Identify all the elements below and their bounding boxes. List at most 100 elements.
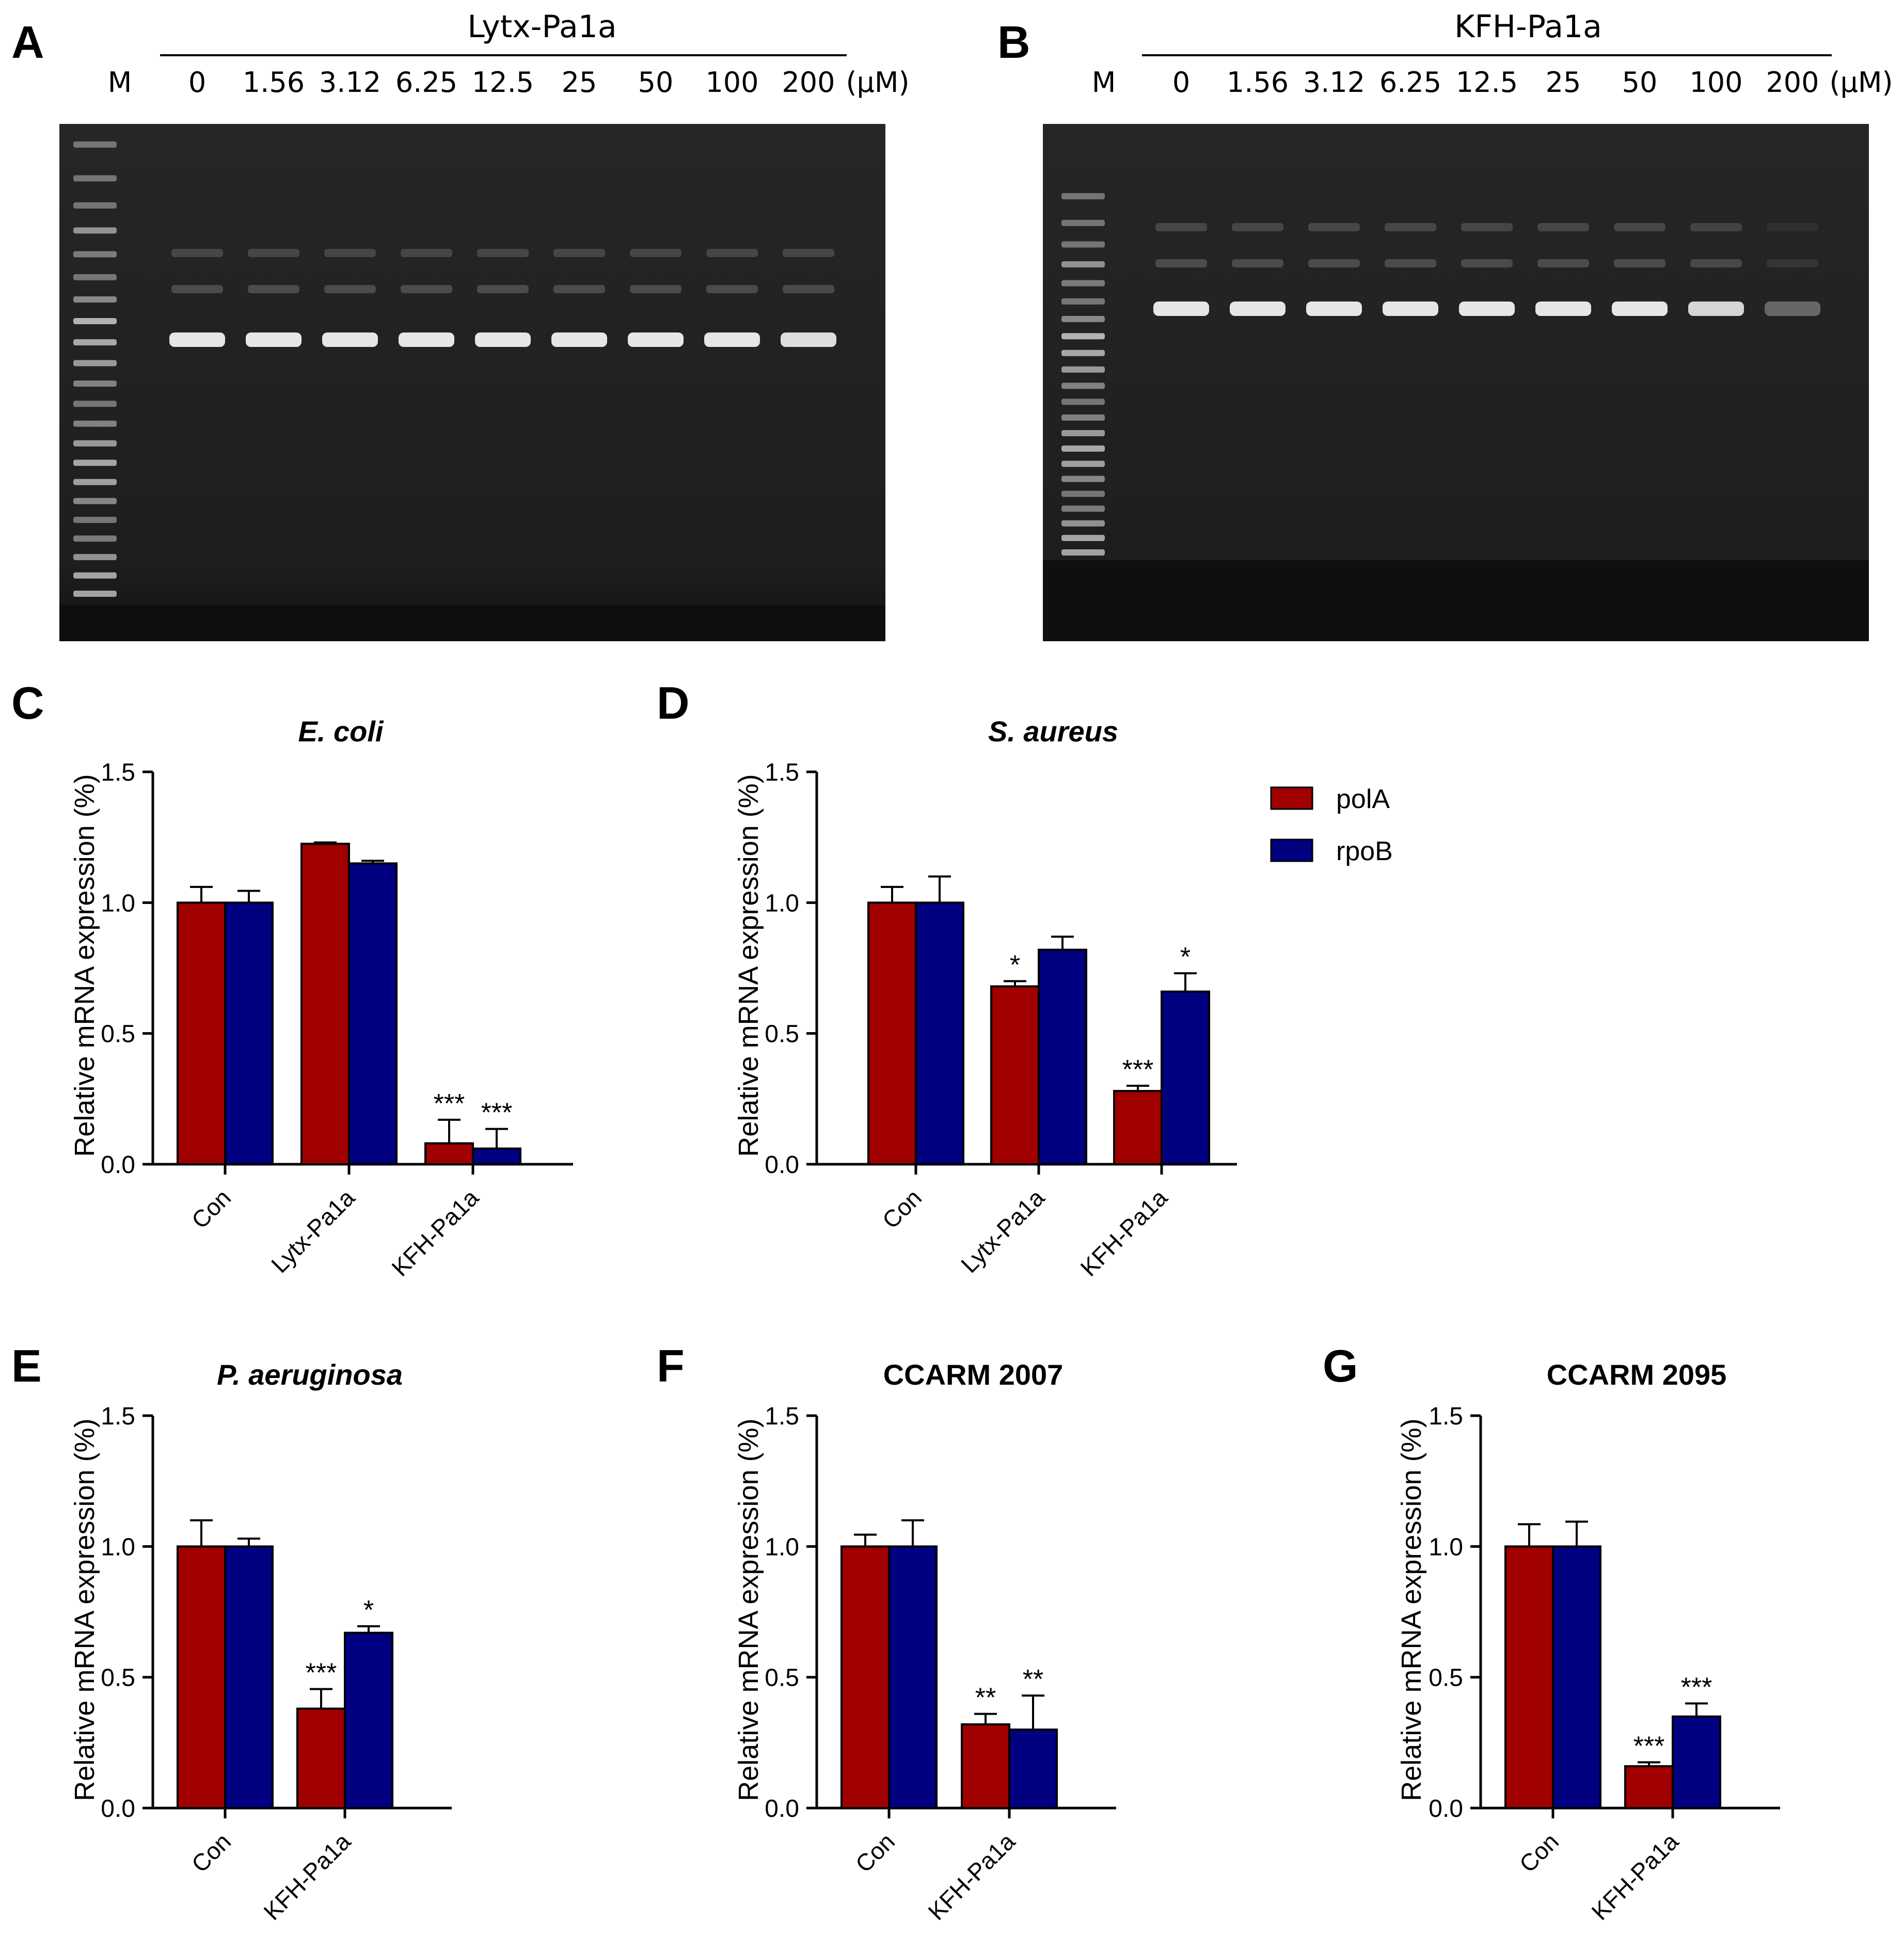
y-tick-label: 0.5 (1429, 1665, 1463, 1692)
gel-b-title: KFH-Pa1a (1454, 9, 1602, 45)
gel-b-upper-band (1690, 259, 1742, 267)
gel-a-lane-label: 12.5 (472, 66, 534, 99)
bar-pola (990, 985, 1040, 1165)
gel-a-well-smear (706, 249, 758, 257)
panel-letter-f: F (657, 1340, 685, 1391)
chart-c-title: E. coli (298, 715, 384, 748)
gel-b-ladder-band (1061, 383, 1105, 389)
bar-rpob (1552, 1545, 1601, 1809)
gel-b-image (1043, 124, 1869, 641)
gel-a-unit-label: (µM) (846, 66, 909, 99)
gel-b-well-smear (1155, 223, 1207, 231)
gel-a-ladder-band (73, 141, 117, 148)
gel-a-lane-label: 200 (782, 66, 835, 99)
bar-pola (177, 901, 226, 1166)
gel-a-lane-band (399, 332, 454, 347)
gel-a-ladder-band (73, 175, 117, 182)
gel-b-well-smear (1767, 223, 1818, 231)
gel-a-lane-band (169, 332, 225, 347)
gel-b-ladder-band (1061, 490, 1105, 497)
gel-a-lane-band (475, 332, 531, 347)
gel-a-ladder-band (73, 401, 117, 407)
gel-b-ladder-band (1061, 350, 1105, 356)
gel-b-ladder-band (1061, 505, 1105, 512)
significance-label: * (363, 1595, 374, 1625)
chart-g-marks: 0.0 0.5 1.0 1.5 Con *** *** KFH-Pa1a (1429, 1403, 1780, 1925)
panel-letter-a: A (11, 17, 44, 68)
gel-a-lane-band (322, 332, 378, 347)
gel-b-ladder-band (1061, 280, 1105, 287)
gel-b-upper-band (1537, 259, 1589, 267)
gel-a-lane-band (781, 332, 836, 347)
y-tick-label: 1.0 (101, 890, 135, 917)
category-label: Con (1514, 1828, 1564, 1877)
gel-b-marker-label: M (1092, 66, 1116, 99)
chart-e-title: P. aeruginosa (217, 1358, 403, 1391)
gel-b-upper-band (1614, 259, 1665, 267)
chart-f-title: CCARM 2007 (883, 1358, 1064, 1391)
gel-a-ladder-band (73, 535, 117, 542)
gel-a-bottom-edge (59, 605, 885, 641)
gel-b-lane-band (1153, 302, 1209, 316)
chart-e-y-axis-label: Relative mRNA expression (%) (69, 1418, 100, 1801)
bar-rpob (1161, 990, 1210, 1165)
gel-a-ladder-band (73, 227, 117, 234)
gel-b-bands (1153, 223, 1820, 316)
category-label: Lytx-Pa1a (956, 1184, 1050, 1278)
gel-a-upper-band (324, 285, 376, 293)
y-tick-label: 0.5 (765, 1021, 799, 1048)
panel-letter-d: D (657, 677, 690, 728)
category-label: Lytx-Pa1a (266, 1184, 360, 1278)
gel-b-lane-label: 100 (1689, 66, 1742, 99)
category-label: Con (877, 1184, 927, 1233)
gel-b-well-smear (1537, 223, 1589, 231)
gel-a-image (59, 124, 885, 641)
category-label: Con (186, 1184, 236, 1233)
chart-c-marks: 0.0 0.5 1.0 1.5 Con Lytx-Pa1a *** *** KFH-Pa1a (101, 759, 573, 1281)
chart-g-title: CCARM 2095 (1547, 1358, 1727, 1391)
y-tick-label: 1.0 (101, 1533, 135, 1561)
y-tick-label: 0.0 (101, 1151, 135, 1179)
gel-b-ladder-band (1061, 520, 1105, 527)
category-label: KFH-Pa1a (1586, 1828, 1684, 1925)
significance-label: *** (1633, 1731, 1665, 1761)
gel-a-upper-band (248, 285, 299, 293)
gel-b-ladder-band (1061, 241, 1105, 248)
gel-b-lane-label: 3.12 (1303, 66, 1365, 99)
gel-a-ladder-band (73, 381, 117, 387)
gel-b-ladder-band (1061, 476, 1105, 482)
chart-f-marks: 0.0 0.5 1.0 1.5 Con ** ** KFH-Pa1a (765, 1403, 1116, 1925)
gel-b-ladder-band (1061, 461, 1105, 467)
legend: polA rpoB (1270, 784, 1393, 866)
bar-rpob (915, 901, 964, 1166)
bar-rpob (472, 1147, 521, 1166)
gel-b-upper-band (1767, 259, 1818, 267)
gel-b-upper-band (1385, 259, 1436, 267)
bar-pola (1504, 1545, 1554, 1809)
gel-b-well-smear (1385, 223, 1436, 231)
y-tick-label: 0.0 (101, 1795, 135, 1823)
y-tick-label: 0.5 (765, 1665, 799, 1692)
bar-pola (1624, 1765, 1674, 1810)
bar-rpob (224, 901, 274, 1166)
bar-rpob (1672, 1715, 1721, 1810)
gel-a-lane-band (246, 332, 302, 347)
gel-a-upper-band (706, 285, 758, 293)
gel-b-ladder-band (1061, 333, 1105, 340)
gel-a-upper-band (477, 285, 529, 293)
bar-rpob (348, 862, 398, 1166)
category-label: KFH-Pa1a (386, 1184, 484, 1281)
significance-label: ** (975, 1683, 996, 1713)
gel-a-ladder-band (73, 339, 117, 346)
gel-a-ladder-band (73, 572, 117, 579)
gel-a-lane-label: 100 (705, 66, 758, 99)
bar-pola (867, 901, 917, 1166)
y-tick-label: 0.0 (765, 1151, 799, 1179)
legend-label-pola: polA (1336, 784, 1390, 814)
gel-a-ladder-band (73, 202, 117, 209)
gel-a-ladder-band (73, 440, 117, 447)
gel-b-lane-label: 50 (1622, 66, 1658, 99)
gel-b-ladder-band (1061, 298, 1105, 305)
gel-b-ladder-band (1061, 430, 1105, 437)
